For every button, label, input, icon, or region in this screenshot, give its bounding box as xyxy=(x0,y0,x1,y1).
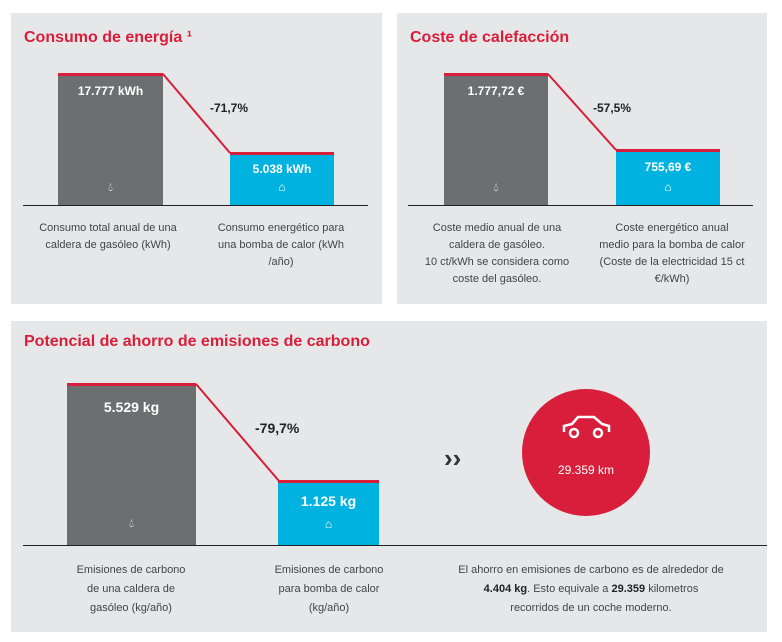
bar-value: 17.777 kWh xyxy=(77,84,144,98)
oil-bar: 1.777,72 € 💧︎ xyxy=(444,73,548,205)
reduction-line xyxy=(547,73,617,151)
label-line: gasóleo (kg/año) xyxy=(90,602,172,614)
bar-value: 5.038 kWh xyxy=(252,162,312,176)
change-percent: -57,5% xyxy=(593,101,632,115)
oil-bar: 17.777 kWh 💧︎ xyxy=(58,73,163,205)
oil-bar: 5.529 kg 💧︎ xyxy=(67,383,196,545)
heating-cost-panel: Coste de calefacción 1.777,72 € 💧︎ 755,6… xyxy=(397,13,767,304)
label-line: una bomba de calor (kWh xyxy=(218,239,344,251)
heat-pump-label: Consumo energético para una bomba de calo… xyxy=(201,220,361,271)
label-line: de una caldera de xyxy=(86,583,176,595)
summary-text: . Esto equivale a xyxy=(527,583,612,595)
label-line: caldera de gasóleo. xyxy=(448,239,545,251)
baseline xyxy=(23,205,368,206)
summary-line: El ahorro en emisiones de carbono es de … xyxy=(458,564,724,576)
panel-title: Coste de calefacción xyxy=(410,29,570,46)
heat-pump-icon: ⌂ xyxy=(664,180,672,194)
summary-text: kilometros xyxy=(645,583,699,595)
heat-pump-bar: 755,69 € ⌂ xyxy=(616,149,720,205)
energy-consumption-panel: Consumo de energía ¹ 17.777 kWh 💧︎ 5.038… xyxy=(11,13,382,304)
heat-pump-label: Coste energético anual medio para la bomb… xyxy=(582,220,762,288)
car-icon xyxy=(562,415,611,439)
saved-km: 29.359 xyxy=(611,583,646,595)
heat-pump-icon: ⌂ xyxy=(324,517,333,531)
drop-icon: 💧︎ xyxy=(108,180,113,194)
oil-label: Coste medio anual de una caldera de gasól… xyxy=(407,220,587,288)
bar-value: 1.125 kg xyxy=(300,493,357,509)
label-line: caldera de gasóleo (kWh) xyxy=(45,239,171,251)
panel-title: Potencial de ahorro de emisiones de carb… xyxy=(24,333,370,350)
heat-pump-bar: 1.125 kg ⌂ xyxy=(278,480,379,545)
saved-kg: 4.404 kg xyxy=(483,583,528,595)
summary-line: 4.404 kg. Esto equivale a 29.359 kilomet… xyxy=(436,580,746,599)
drop-icon: 💧︎ xyxy=(493,180,499,194)
carbon-savings-panel: Potencial de ahorro de emisiones de carb… xyxy=(11,321,767,632)
double-chevron-icon: ›› xyxy=(444,443,462,473)
heat-pump-label: Emisiones de carbono para bomba de calor (… xyxy=(254,561,404,618)
label-line: Consumo total anual de una xyxy=(39,222,177,234)
label-line: Consumo energético para xyxy=(217,222,345,234)
label-line: 10 ct/kWh se considera como xyxy=(424,256,570,268)
label-line: Coste energético anual xyxy=(615,222,729,234)
label-line: Coste medio anual de una xyxy=(432,222,562,234)
label-line: Emisiones de carbono xyxy=(274,564,384,576)
change-percent: -79,7% xyxy=(255,420,300,436)
label-line: Emisiones de carbono xyxy=(76,564,186,576)
label-line: (kg/año) xyxy=(308,602,350,614)
label-line: (Coste de la electricidad 15 ct xyxy=(599,256,745,268)
savings-summary: El ahorro en emisiones de carbono es de … xyxy=(436,561,746,618)
label-line: medio para la bomba de calor xyxy=(599,239,745,251)
label-line: €/kWh) xyxy=(654,273,690,285)
baseline xyxy=(23,545,767,546)
car-distance-circle: 29.359 km xyxy=(522,389,650,516)
heat-pump-bar: 5.038 kWh ⌂ xyxy=(230,152,334,205)
bar-value: 755,69 € xyxy=(644,160,692,174)
drop-icon: 💧︎ xyxy=(129,516,134,530)
label-line: coste del gasóleo. xyxy=(452,273,542,285)
reduction-line xyxy=(162,73,231,154)
distance-value: 29.359 km xyxy=(557,463,615,477)
reduction-line xyxy=(195,383,280,482)
baseline xyxy=(408,205,753,206)
summary-line: recorridos de un coche moderno. xyxy=(510,602,672,614)
bar-value: 1.777,72 € xyxy=(467,84,525,98)
oil-label: Consumo total anual de una caldera de gas… xyxy=(23,220,193,254)
change-percent: -71,7% xyxy=(210,101,249,115)
label-line: /año) xyxy=(268,256,294,268)
heat-pump-icon: ⌂ xyxy=(278,180,286,194)
oil-label: Emisiones de carbono de una caldera de gas… xyxy=(51,561,211,618)
label-line: para bomba de calor xyxy=(278,583,380,595)
bar-value: 5.529 kg xyxy=(103,399,160,415)
panel-title: Consumo de energía ¹ xyxy=(24,29,193,46)
